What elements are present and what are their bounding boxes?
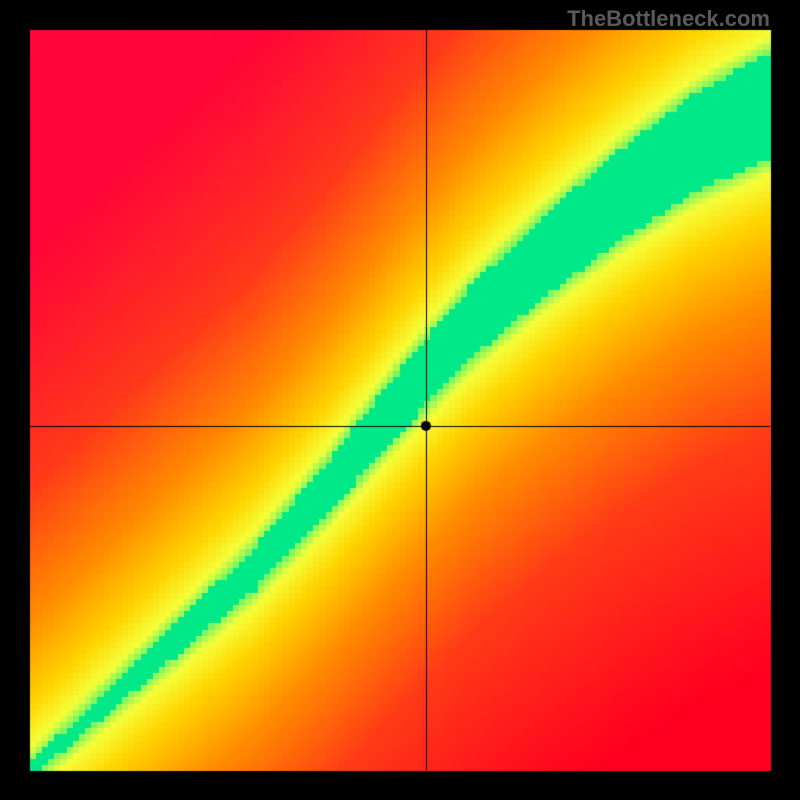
bottleneck-heatmap [0,0,800,800]
chart-container: TheBottleneck.com [0,0,800,800]
watermark-text: TheBottleneck.com [567,6,770,32]
